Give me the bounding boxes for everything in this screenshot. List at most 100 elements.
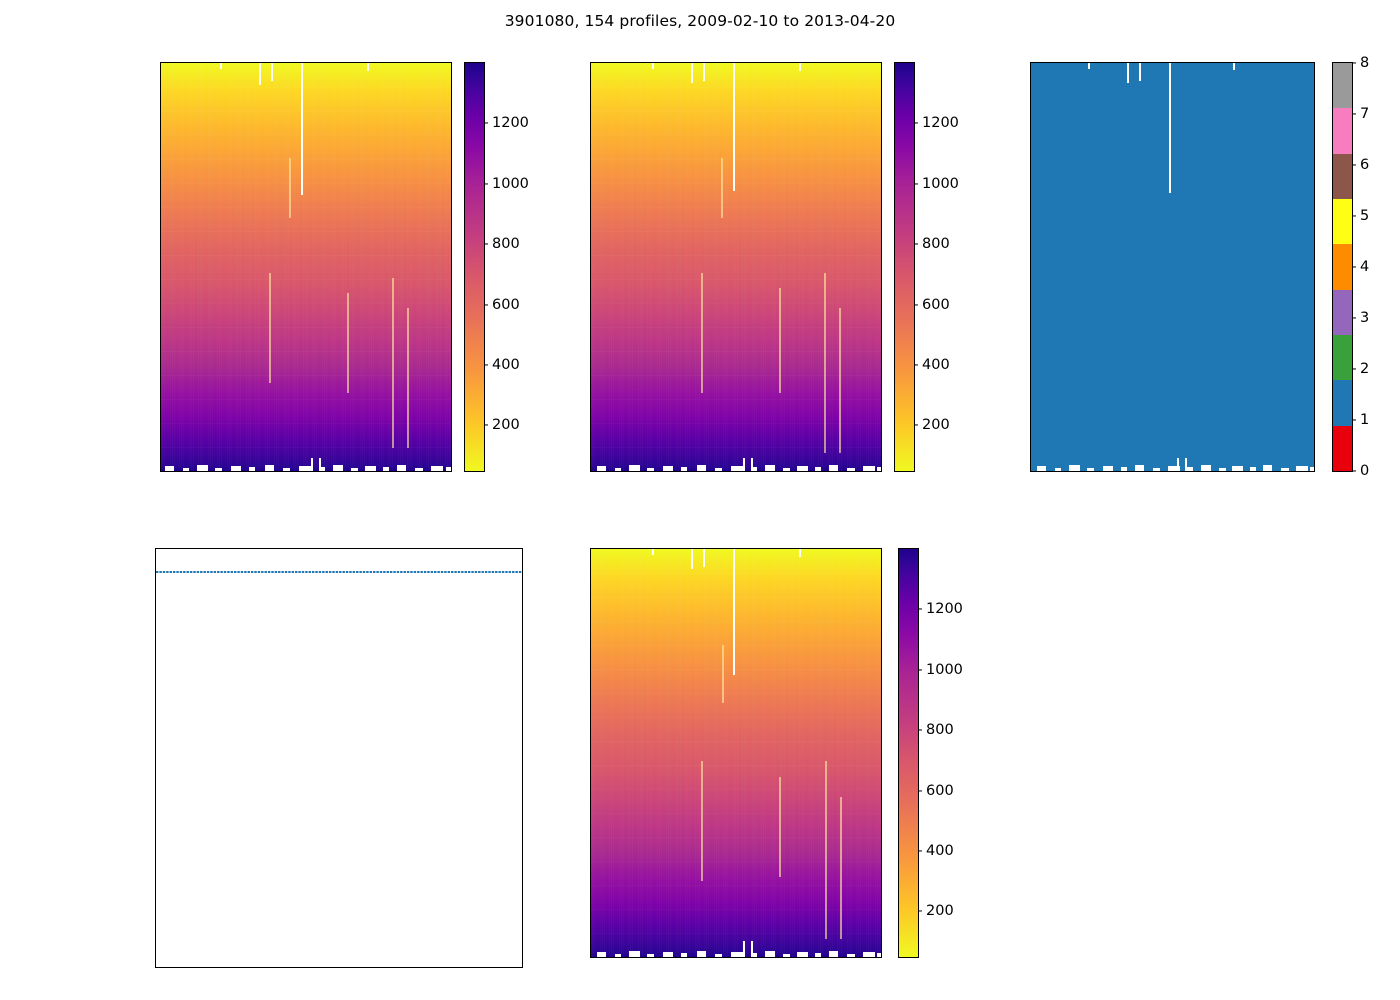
missing-profile-gap — [1088, 63, 1090, 69]
ytick-label: 0 — [1030, 62, 1031, 71]
heatmap-banding — [591, 63, 881, 471]
missing-profile-gap — [743, 458, 745, 471]
axes-pres-adjusted-qc[interactable]: PRES_ADJUSTED_QC 0 200 400 600 800 1000 … — [1030, 62, 1315, 472]
heatmap-qc — [1031, 63, 1314, 471]
ytick-label: 1200 — [590, 891, 591, 907]
ytick-label: 0 — [590, 548, 591, 557]
missing-profile-gap — [220, 63, 222, 69]
ytick-label: 1200 — [590, 405, 591, 421]
missing-profile-gap — [1127, 63, 1129, 83]
xtick-label: 2010 — [209, 967, 246, 968]
heatmap-pres-adjusted-ro — [591, 549, 881, 957]
xtick-label: 2013 — [1270, 471, 1307, 472]
xtick-label: 2010 — [629, 471, 666, 472]
colorbar-tick-label: 400 — [484, 357, 520, 373]
colorbar-tick-label: 400 — [918, 843, 954, 859]
xtick-label: 2011 — [296, 967, 333, 968]
missing-profile-gap — [691, 549, 693, 569]
ytick-label: 800 — [590, 774, 591, 790]
missing-profile-gap — [271, 63, 273, 81]
colorbar-pres-adjusted[interactable]: 1200 1000 800 600 400 200 — [894, 62, 959, 472]
colorbar-pres-adjusted-ro[interactable]: 1200 1000 800 600 400 200 — [898, 548, 963, 958]
profile-streak — [824, 273, 826, 453]
colorbar-qc-tick-label: 1 — [1352, 412, 1369, 428]
xtick-label: 2010 — [199, 471, 236, 472]
axes-pres-adjusted[interactable]: PRES_ADJUSTED 0 200 400 600 800 1000 120… — [590, 62, 882, 472]
colorbar-qc-segment-6 — [1333, 153, 1352, 200]
missing-profile-gap — [751, 941, 753, 957]
missing-profile-gap — [1139, 63, 1141, 81]
colorbar-tick-label: 800 — [918, 722, 954, 738]
ytick-label-real-time-adjusted: Real Time Adjusted — [155, 758, 156, 774]
missing-profile-gap — [1185, 458, 1187, 471]
missing-profile-gap — [733, 549, 735, 675]
heatmap-column-texture — [591, 63, 881, 471]
xtick-label: 2010 — [1068, 471, 1105, 472]
ytick-label-real-time: Real Time — [155, 957, 156, 968]
colorbar-qc-segment-5 — [1333, 199, 1352, 245]
ytick-label: 1000 — [590, 346, 591, 362]
ytick-label: 0 — [160, 62, 161, 71]
missing-profile-gap — [311, 458, 313, 471]
colorbar-tick-label: 600 — [918, 783, 954, 799]
colorbar-tick-label: 1000 — [914, 176, 959, 192]
heatmap-gradient — [591, 549, 881, 957]
heatmap-banding — [161, 63, 451, 471]
ytick-label: 1000 — [590, 832, 591, 848]
colorbar-qc-segment-8 — [1333, 63, 1352, 109]
profile-streak — [825, 761, 827, 939]
missing-profile-gap — [319, 458, 321, 471]
xtick-label: 2011 — [698, 957, 735, 958]
profile-streak — [392, 278, 394, 448]
xtick-label: 2011 — [698, 471, 735, 472]
missing-profile-gap — [691, 63, 693, 83]
missing-profile-gap — [301, 63, 303, 195]
ytick-label: 200 — [160, 113, 161, 129]
colorbar-qc-tick-label: 5 — [1352, 208, 1369, 224]
colorbar-qc-tick-label: 3 — [1352, 310, 1369, 326]
colorbar-tick-label: 600 — [914, 297, 950, 313]
colorbar-qc-tick-label: 0 — [1352, 463, 1369, 479]
colorbar-tick-label: 1200 — [484, 115, 529, 131]
xtick-label: 2013 — [470, 967, 507, 968]
missing-profile-gap — [733, 63, 735, 191]
profile-streak — [840, 797, 842, 939]
ytick-label: 1000 — [160, 346, 161, 362]
axes-mode[interactable]: Mode. Blue=D, Red=RT, Gray=Real Time Adj… — [155, 548, 523, 968]
missing-profile-gap — [1233, 63, 1235, 70]
colorbar-qc-tick-label: 6 — [1352, 157, 1369, 173]
ytick-label: 1000 — [1030, 346, 1031, 362]
missing-profile-gap — [743, 941, 745, 957]
profile-depth-edge — [161, 462, 451, 471]
colorbar-tick-label: 1200 — [914, 115, 959, 131]
ytick-label: 400 — [160, 172, 161, 188]
xtick-label: 2010 — [629, 957, 666, 958]
missing-profile-gap — [799, 63, 801, 71]
heatmap-column-texture — [161, 63, 451, 471]
ytick-label: 800 — [590, 288, 591, 304]
heatmap-pres — [161, 63, 451, 471]
ytick-label: 400 — [1030, 172, 1031, 188]
profile-depth-edge — [591, 462, 881, 471]
profile-streak — [839, 308, 841, 453]
ytick-label: 800 — [1030, 288, 1031, 304]
colorbar-qc-tick-label: 2 — [1352, 361, 1369, 377]
colorbar-qc[interactable]: 0 1 2 3 4 5 6 7 8 — [1332, 55, 1369, 479]
missing-profile-gap — [751, 458, 753, 471]
axes-pres[interactable]: PRES 0 200 400 600 800 1000 1200 2010 20… — [160, 62, 452, 472]
colorbar-qc-segment-4 — [1333, 244, 1352, 290]
colorbar-pres[interactable]: 1200 1000 800 600 400 200 — [464, 62, 529, 472]
ytick-label: 400 — [590, 658, 591, 674]
ytick-label-delayed-mode: Delayed Mode — [155, 563, 156, 579]
ytick-label: 600 — [1030, 230, 1031, 246]
heatmap-column-texture — [591, 549, 881, 957]
colorbar-tick-label: 600 — [484, 297, 520, 313]
ytick-label: 0 — [590, 62, 591, 71]
profile-streak — [289, 158, 291, 218]
missing-profile-gap — [1169, 63, 1171, 193]
xtick-label: 2011 — [268, 471, 305, 472]
colorbar-tick-label: 200 — [918, 903, 954, 919]
axes-pres-adjusted-ro[interactable]: PRES_ADJUSTED_RO 0 200 400 600 800 1000 … — [590, 548, 882, 958]
colorbar-tick-label: 200 — [484, 417, 520, 433]
